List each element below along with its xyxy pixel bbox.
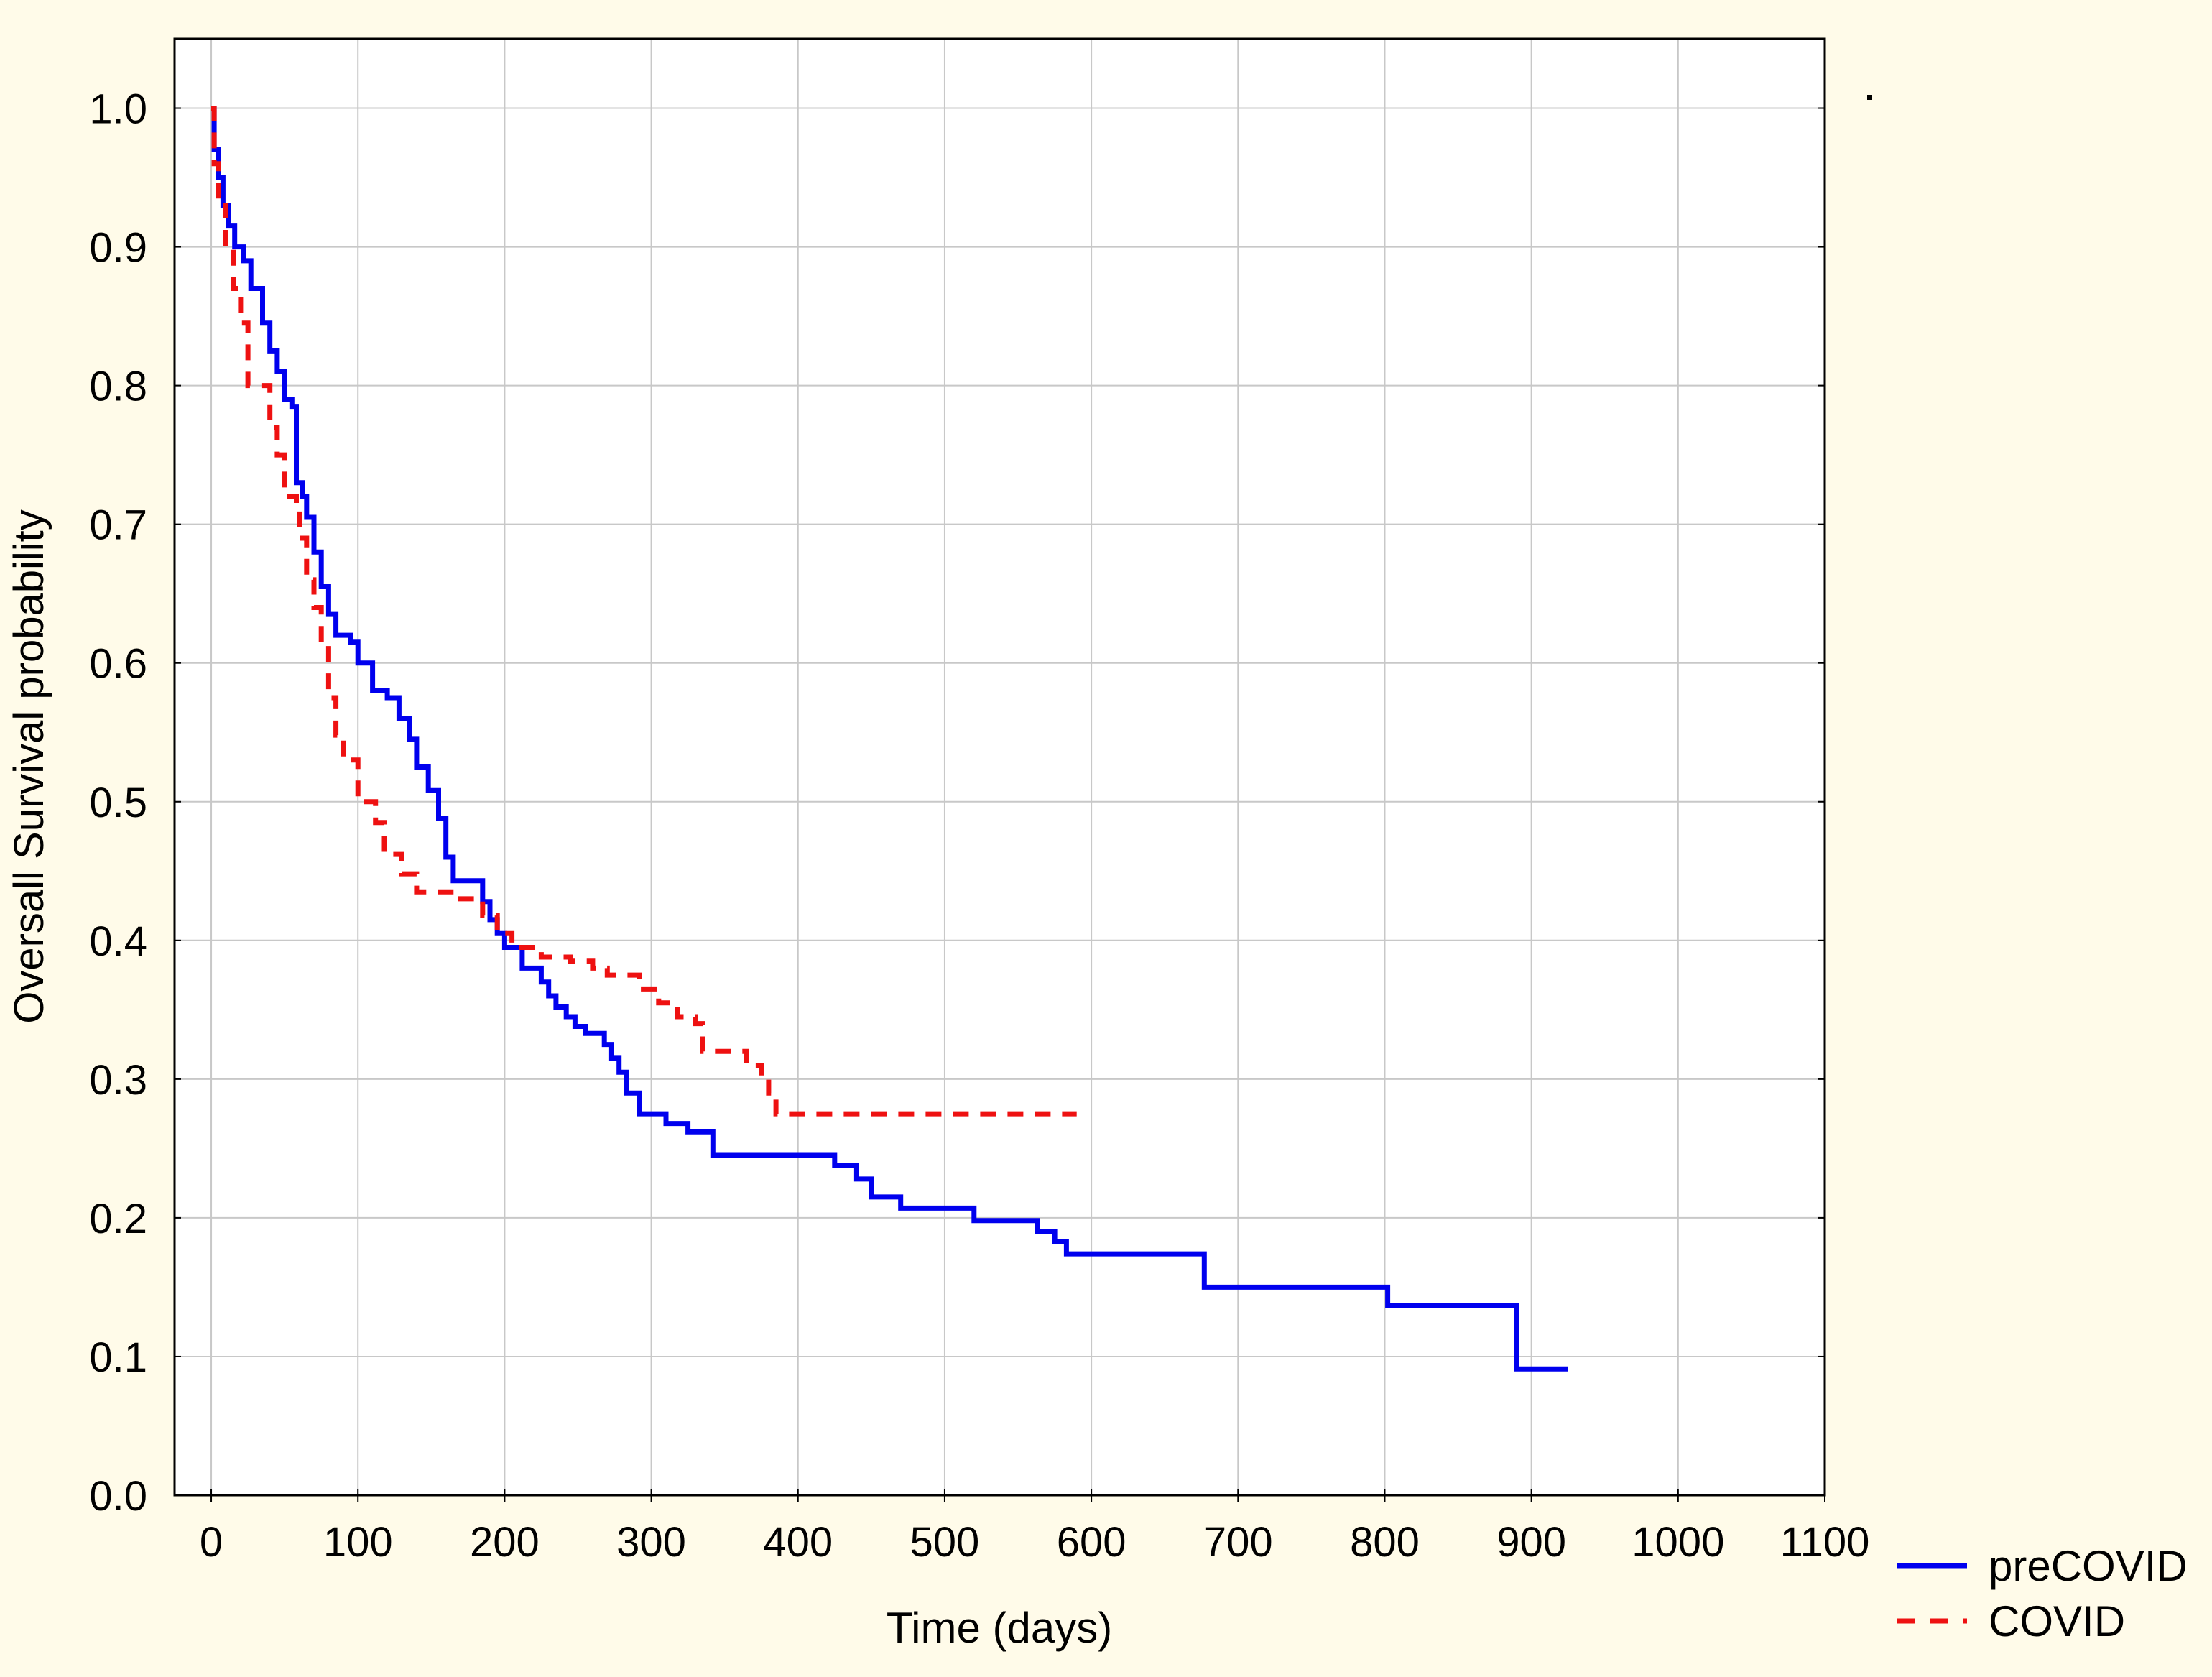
x-tick-label: 500 (910, 1519, 980, 1566)
y-tick-label: 0.3 (89, 1057, 147, 1104)
series-line-covid (211, 106, 1077, 1117)
y-tick-label: 0.8 (89, 364, 147, 410)
y-tick-label: 0.7 (89, 502, 147, 549)
x-tick-label: 100 (323, 1519, 393, 1566)
legend-label-covid: COVID (1989, 1597, 2125, 1645)
x-tick-label: 900 (1496, 1519, 1566, 1566)
plot-background (175, 39, 1825, 1495)
y-tick-label: 0.0 (89, 1473, 147, 1520)
series-line-precovid (211, 106, 1568, 1372)
x-tick-label: 0 (200, 1519, 223, 1566)
plot-frame (173, 37, 1826, 1497)
x-tick-label: 1100 (1780, 1519, 1870, 1566)
stray-dot (1867, 95, 1872, 100)
y-tick-label: 0.4 (89, 918, 147, 965)
x-tick-label: 700 (1203, 1519, 1273, 1566)
y-tick-label: 0.5 (89, 780, 147, 826)
legend: preCOVID COVID (1897, 1542, 2188, 1645)
legend-item-precovid: preCOVID (1897, 1542, 2188, 1590)
x-tick-label: 1000 (1632, 1519, 1724, 1566)
x-axis-ticks: 0 100 200 300 400 500 600 700 800 900 1000 1100 (200, 1489, 1869, 1566)
legend-label-precovid: preCOVID (1989, 1542, 2188, 1590)
y-tick-label: 0.2 (89, 1196, 147, 1242)
y-axis-ticks: 0.0 0.1 0.2 0.3 0.4 0.5 0.6 0.7 0.8 0.9 1.0 (89, 86, 1825, 1520)
y-tick-label: 0.9 (89, 225, 147, 272)
x-axis-label: Time (days) (887, 1604, 1112, 1652)
y-tick-label: 0.6 (89, 641, 147, 688)
y-tick-label: 0.1 (89, 1334, 147, 1381)
x-tick-label: 200 (470, 1519, 540, 1566)
grid (175, 39, 1825, 1495)
y-tick-label: 1.0 (89, 86, 147, 133)
x-tick-label: 600 (1057, 1519, 1126, 1566)
legend-item-covid: COVID (1897, 1597, 2125, 1645)
x-tick-label: 300 (616, 1519, 686, 1566)
y-axis-label: Oversall Survival probability (6, 509, 52, 1024)
series-layer (211, 106, 1568, 1372)
x-tick-label: 400 (763, 1519, 833, 1566)
x-tick-label: 800 (1350, 1519, 1420, 1566)
